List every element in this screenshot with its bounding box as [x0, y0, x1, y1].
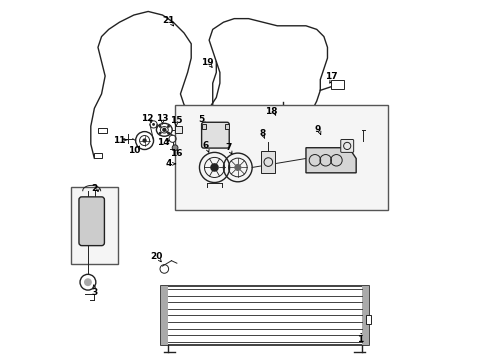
Text: 18: 18 — [265, 107, 277, 116]
Bar — [175, 126, 181, 134]
FancyBboxPatch shape — [79, 197, 104, 246]
Text: 8: 8 — [259, 129, 266, 138]
Bar — [362, 286, 368, 345]
Circle shape — [159, 125, 162, 128]
Bar — [366, 315, 371, 324]
Polygon shape — [306, 148, 356, 173]
Bar — [95, 153, 101, 158]
FancyBboxPatch shape — [201, 122, 229, 148]
Bar — [224, 125, 229, 129]
Bar — [71, 187, 118, 264]
Bar — [98, 128, 107, 134]
Circle shape — [162, 128, 167, 132]
Text: 4: 4 — [166, 159, 172, 168]
Text: 20: 20 — [150, 252, 163, 261]
Bar — [331, 80, 343, 89]
Text: 14: 14 — [157, 138, 170, 147]
Text: 5: 5 — [198, 114, 204, 123]
Text: 21: 21 — [163, 16, 175, 25]
Circle shape — [84, 278, 92, 286]
Text: 13: 13 — [155, 114, 168, 123]
Text: 1: 1 — [357, 335, 363, 344]
Text: 2: 2 — [91, 184, 98, 193]
Text: 12: 12 — [141, 114, 154, 123]
Text: 19: 19 — [201, 58, 214, 67]
Text: 11: 11 — [113, 136, 126, 145]
Circle shape — [234, 164, 242, 171]
Bar — [175, 105, 389, 211]
Circle shape — [210, 163, 219, 172]
Text: 7: 7 — [225, 143, 231, 152]
Text: 16: 16 — [170, 149, 182, 158]
Circle shape — [159, 132, 162, 135]
Text: 6: 6 — [202, 141, 209, 150]
Text: 15: 15 — [170, 116, 182, 125]
Text: 17: 17 — [325, 72, 338, 81]
Bar — [161, 286, 168, 345]
Text: 10: 10 — [128, 146, 141, 155]
Bar — [261, 151, 275, 173]
Circle shape — [152, 123, 155, 126]
Bar — [202, 125, 206, 129]
Circle shape — [143, 138, 147, 143]
Circle shape — [172, 145, 178, 150]
Circle shape — [167, 125, 170, 128]
Text: 3: 3 — [91, 288, 98, 297]
FancyBboxPatch shape — [341, 139, 354, 152]
Circle shape — [167, 132, 170, 135]
Bar — [161, 286, 368, 345]
Text: 9: 9 — [314, 125, 320, 134]
